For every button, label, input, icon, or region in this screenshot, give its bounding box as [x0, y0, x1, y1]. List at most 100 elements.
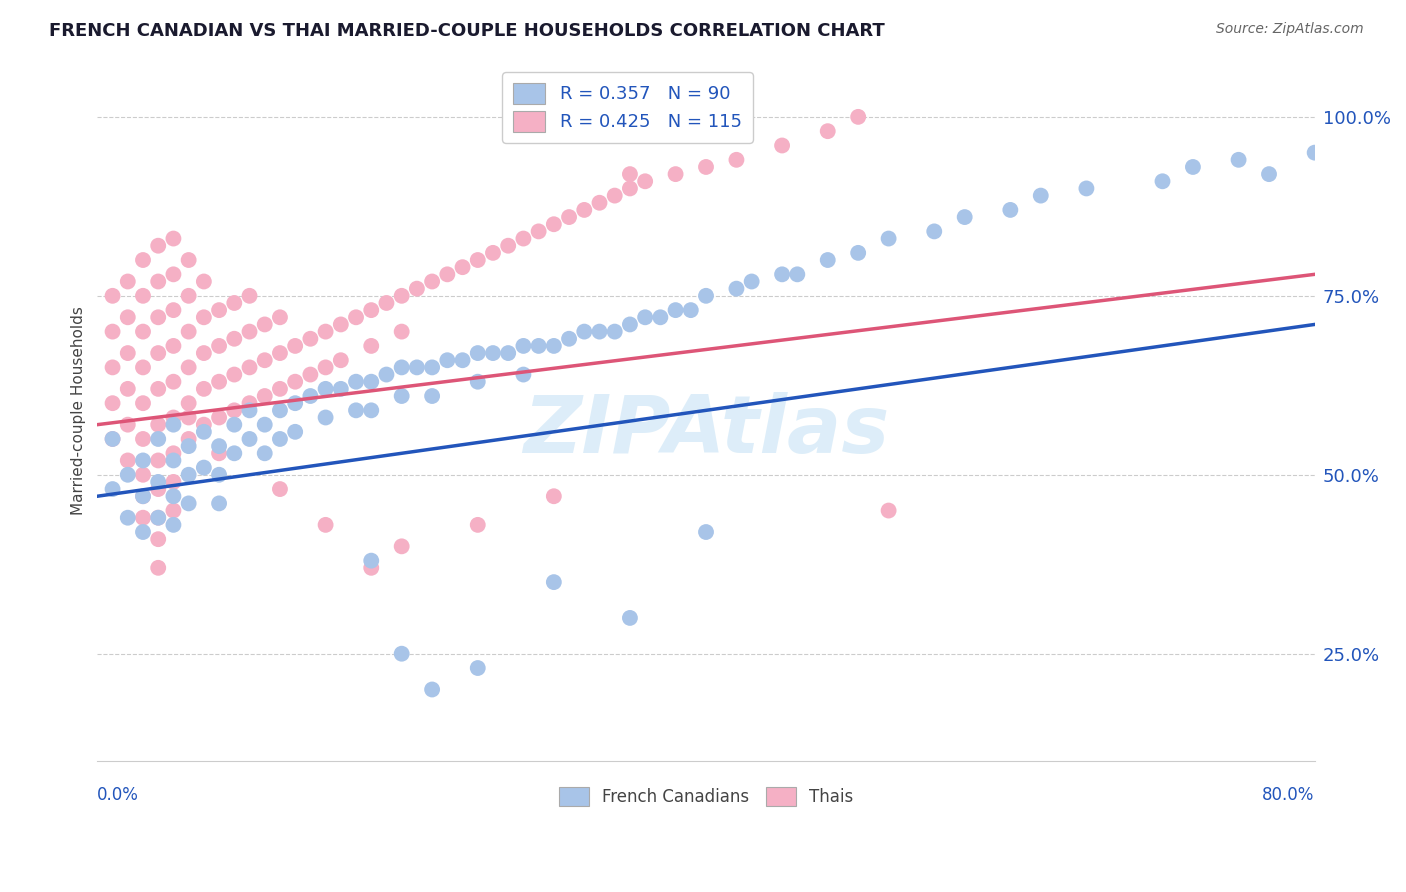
- Point: [177, 432, 200, 446]
- Point: [177, 439, 200, 453]
- Point: [132, 489, 155, 503]
- Point: [208, 375, 231, 389]
- Point: [177, 410, 200, 425]
- Point: [224, 417, 246, 432]
- Point: [315, 360, 337, 375]
- Point: [512, 231, 534, 245]
- Point: [344, 310, 367, 325]
- Point: [360, 554, 382, 568]
- Point: [162, 375, 184, 389]
- Text: 80.0%: 80.0%: [1263, 786, 1315, 804]
- Point: [543, 489, 565, 503]
- Point: [953, 210, 976, 224]
- Point: [162, 410, 184, 425]
- Point: [664, 303, 686, 318]
- Point: [253, 417, 276, 432]
- Point: [148, 475, 170, 489]
- Point: [177, 496, 200, 510]
- Point: [208, 496, 231, 510]
- Point: [770, 138, 793, 153]
- Text: ZIPAtlas: ZIPAtlas: [523, 392, 889, 470]
- Point: [193, 417, 215, 432]
- Point: [315, 517, 337, 532]
- Point: [177, 360, 200, 375]
- Point: [193, 425, 215, 439]
- Point: [148, 238, 170, 252]
- Text: FRENCH CANADIAN VS THAI MARRIED-COUPLE HOUSEHOLDS CORRELATION CHART: FRENCH CANADIAN VS THAI MARRIED-COUPLE H…: [49, 22, 884, 40]
- Point: [148, 432, 170, 446]
- Point: [315, 325, 337, 339]
- Point: [391, 289, 413, 303]
- Point: [284, 396, 307, 410]
- Point: [117, 510, 139, 524]
- Point: [269, 403, 291, 417]
- Point: [725, 282, 748, 296]
- Point: [360, 339, 382, 353]
- Point: [451, 260, 474, 275]
- Point: [512, 339, 534, 353]
- Point: [117, 275, 139, 289]
- Point: [1258, 167, 1281, 181]
- Point: [238, 360, 260, 375]
- Point: [132, 510, 155, 524]
- Point: [101, 325, 124, 339]
- Point: [329, 318, 352, 332]
- Point: [391, 360, 413, 375]
- Point: [148, 561, 170, 575]
- Point: [162, 453, 184, 467]
- Point: [420, 275, 443, 289]
- Point: [253, 353, 276, 368]
- Point: [588, 195, 610, 210]
- Point: [436, 353, 458, 368]
- Point: [208, 303, 231, 318]
- Point: [101, 482, 124, 496]
- Point: [162, 446, 184, 460]
- Point: [558, 332, 581, 346]
- Point: [329, 353, 352, 368]
- Point: [543, 339, 565, 353]
- Point: [391, 325, 413, 339]
- Point: [238, 325, 260, 339]
- Point: [375, 368, 398, 382]
- Point: [177, 396, 200, 410]
- Point: [846, 110, 869, 124]
- Point: [695, 160, 717, 174]
- Point: [741, 275, 763, 289]
- Point: [101, 289, 124, 303]
- Legend: French Canadians, Thais: French Canadians, Thais: [548, 777, 863, 816]
- Point: [208, 446, 231, 460]
- Point: [344, 403, 367, 417]
- Point: [253, 446, 276, 460]
- Point: [148, 510, 170, 524]
- Point: [420, 682, 443, 697]
- Point: [817, 253, 839, 268]
- Point: [208, 410, 231, 425]
- Point: [132, 467, 155, 482]
- Point: [132, 396, 155, 410]
- Point: [315, 410, 337, 425]
- Point: [664, 167, 686, 181]
- Point: [177, 325, 200, 339]
- Point: [1076, 181, 1098, 195]
- Point: [117, 417, 139, 432]
- Point: [117, 346, 139, 360]
- Point: [208, 439, 231, 453]
- Point: [132, 360, 155, 375]
- Point: [786, 268, 808, 282]
- Point: [177, 467, 200, 482]
- Point: [695, 289, 717, 303]
- Point: [269, 346, 291, 360]
- Point: [177, 253, 200, 268]
- Point: [360, 303, 382, 318]
- Point: [284, 375, 307, 389]
- Point: [148, 510, 170, 524]
- Point: [224, 446, 246, 460]
- Point: [162, 475, 184, 489]
- Point: [117, 467, 139, 482]
- Point: [177, 289, 200, 303]
- Point: [148, 310, 170, 325]
- Point: [467, 346, 489, 360]
- Point: [770, 268, 793, 282]
- Point: [496, 346, 519, 360]
- Text: 0.0%: 0.0%: [97, 786, 139, 804]
